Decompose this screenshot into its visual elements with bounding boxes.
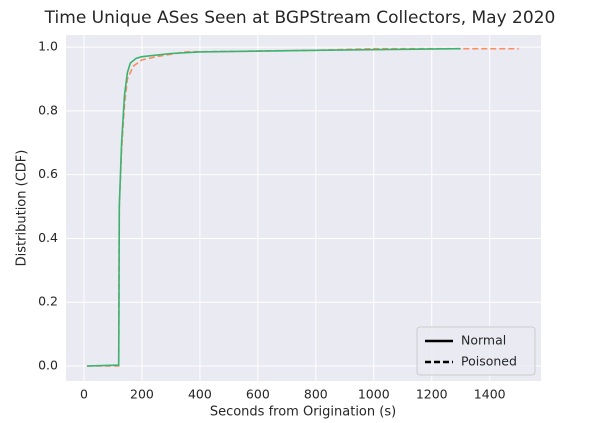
y-tick-label: 0.2	[38, 294, 58, 309]
series-line	[86, 47, 461, 367]
x-tick-label: 600	[246, 387, 270, 402]
y-tick-label: 0.6	[38, 166, 58, 181]
y-tick-label: 0.8	[38, 102, 58, 117]
y-tick-label: 0.4	[38, 230, 58, 245]
y-tick-label: 1.0	[38, 39, 58, 54]
x-tick-label: 1400	[474, 387, 506, 402]
x-tick-label: 0	[80, 387, 88, 402]
legend-label: Poisoned	[461, 354, 517, 369]
x-tick-label: 1200	[416, 387, 448, 402]
y-axis-label: Distribution (CDF)	[15, 150, 30, 267]
x-axis-label: Seconds from Origination (s)	[210, 405, 396, 420]
legend-label: Normal	[461, 333, 506, 348]
x-tick-label: 400	[188, 387, 212, 402]
x-tick-label: 1000	[358, 387, 390, 402]
x-tick-label: 200	[130, 387, 154, 402]
legend: Normal Poisoned	[416, 326, 536, 376]
x-tick-label: 800	[304, 387, 328, 402]
plot-area	[66, 35, 541, 381]
y-tick-label: 0.0	[38, 358, 58, 373]
chart-title: Time Unique ASes Seen at BGPStream Colle…	[44, 8, 556, 28]
